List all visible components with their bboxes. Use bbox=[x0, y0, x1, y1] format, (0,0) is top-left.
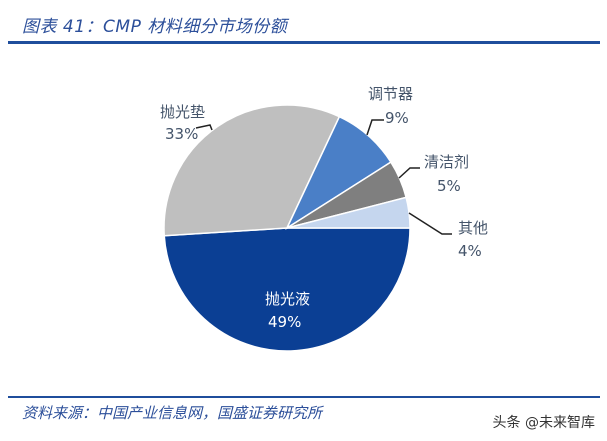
label-cleaner-name: 清洁剂 bbox=[424, 153, 469, 171]
label-other-pct: 4% bbox=[458, 242, 482, 260]
label-other-name: 其他 bbox=[458, 219, 488, 237]
pie-slice-1 bbox=[163, 104, 341, 237]
source-note: 资料来源：中国产业信息网，国盛证券研究所 bbox=[22, 404, 323, 422]
label-pad-name: 抛光垫 bbox=[160, 103, 205, 121]
label-conditioner-name: 调节器 bbox=[368, 85, 413, 103]
label-pad-pct: 33% bbox=[165, 125, 198, 143]
leader-line-pad bbox=[195, 124, 213, 131]
leader-line-conditioner bbox=[366, 119, 384, 136]
pie-slices bbox=[163, 104, 411, 352]
pie-slice-4 bbox=[286, 196, 411, 229]
watermark: 头条 @未来智库 bbox=[492, 415, 595, 431]
source-divider bbox=[8, 396, 600, 398]
label-slurry-pct: 49% bbox=[268, 313, 301, 331]
title-divider bbox=[8, 41, 600, 44]
pie-slice-0 bbox=[163, 227, 411, 352]
label-slurry-name: 抛光液 bbox=[265, 290, 310, 308]
label-cleaner-pct: 5% bbox=[437, 177, 461, 195]
leader-line-cleaner bbox=[398, 167, 420, 179]
leader-line-other bbox=[408, 212, 452, 235]
label-conditioner-pct: 9% bbox=[385, 109, 409, 127]
figure-title: 图表 41：CMP 材料细分市场份额 bbox=[22, 17, 288, 37]
